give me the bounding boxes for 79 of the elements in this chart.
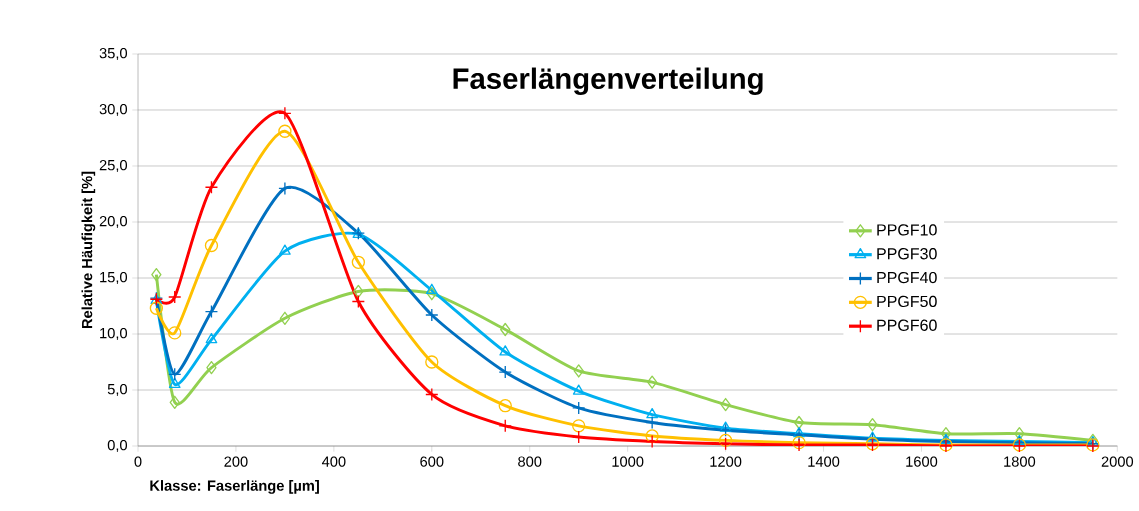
point bbox=[278, 106, 292, 121]
point bbox=[500, 322, 511, 337]
point bbox=[205, 332, 218, 344]
y-tick-label: 5,0 bbox=[107, 383, 128, 397]
point bbox=[792, 428, 806, 442]
x-tick-label: 1800 bbox=[1004, 456, 1036, 467]
point bbox=[793, 415, 805, 430]
x-tick-label: 600 bbox=[420, 456, 444, 467]
y-tick-label: 25,0 bbox=[99, 159, 128, 173]
point bbox=[940, 433, 952, 445]
point bbox=[498, 365, 512, 379]
point bbox=[353, 284, 364, 299]
point bbox=[718, 437, 733, 451]
point bbox=[646, 407, 659, 419]
point bbox=[151, 267, 162, 282]
point bbox=[572, 384, 585, 395]
x-tick-label: 1600 bbox=[906, 456, 938, 467]
y-tick-label: 35,0 bbox=[99, 47, 128, 61]
legend-label: PPGF30 bbox=[877, 248, 937, 260]
point bbox=[168, 377, 181, 389]
point bbox=[498, 419, 512, 433]
point bbox=[720, 397, 731, 412]
y-tick-label: 15,0 bbox=[100, 271, 128, 285]
point bbox=[426, 287, 437, 301]
point bbox=[168, 367, 182, 381]
point bbox=[646, 375, 658, 389]
legend-label: PPGF10 bbox=[877, 224, 937, 236]
point bbox=[718, 423, 733, 437]
x-tick-label: 2000 bbox=[1101, 456, 1134, 467]
point bbox=[867, 418, 878, 432]
point bbox=[499, 345, 512, 356]
y-axis-title: Relative Häufigkeit [%] bbox=[81, 171, 96, 329]
legend-label: PPGF50 bbox=[877, 295, 937, 308]
point bbox=[425, 355, 439, 369]
point bbox=[866, 431, 879, 442]
point bbox=[645, 415, 659, 430]
point bbox=[425, 387, 439, 402]
point bbox=[425, 308, 439, 322]
point bbox=[279, 311, 291, 325]
point bbox=[1014, 427, 1025, 441]
x-axis-title: Klasse: Faserlänge [µm] bbox=[150, 480, 319, 494]
legend-label: PPGF60 bbox=[877, 319, 937, 331]
y-tick-label: 30,0 bbox=[99, 103, 128, 117]
point bbox=[168, 326, 182, 340]
point bbox=[572, 419, 586, 433]
chart-title: Faserlängenverteilung bbox=[453, 67, 763, 96]
point bbox=[498, 399, 512, 413]
x-tick-label: 200 bbox=[224, 456, 248, 467]
x-tick-label: 800 bbox=[518, 456, 542, 467]
point bbox=[169, 395, 180, 409]
point bbox=[1013, 434, 1026, 446]
point bbox=[149, 301, 164, 315]
point bbox=[573, 364, 584, 378]
y-tick-label: 20,0 bbox=[99, 215, 128, 229]
x-tick-label: 0 bbox=[134, 456, 142, 467]
point bbox=[645, 429, 659, 443]
point bbox=[351, 255, 366, 269]
y-tick-label: 10,0 bbox=[100, 327, 128, 341]
point bbox=[425, 283, 438, 294]
y-tick-label: 0,0 bbox=[107, 439, 128, 453]
x-tick-label: 1400 bbox=[808, 456, 840, 467]
point bbox=[204, 180, 219, 194]
legend-label: PPGF40 bbox=[877, 271, 937, 284]
point bbox=[206, 360, 217, 375]
point bbox=[168, 290, 182, 304]
point bbox=[793, 427, 805, 438]
x-tick-label: 1000 bbox=[612, 456, 644, 467]
point bbox=[279, 244, 291, 255]
point bbox=[719, 421, 732, 432]
point bbox=[204, 304, 219, 319]
point bbox=[278, 124, 292, 138]
x-tick-label: 1200 bbox=[710, 456, 742, 467]
point bbox=[572, 401, 586, 415]
point bbox=[278, 181, 292, 196]
point bbox=[718, 433, 733, 448]
x-tick-label: 400 bbox=[321, 456, 346, 467]
point bbox=[351, 294, 366, 309]
point bbox=[204, 238, 219, 253]
point bbox=[645, 434, 659, 449]
